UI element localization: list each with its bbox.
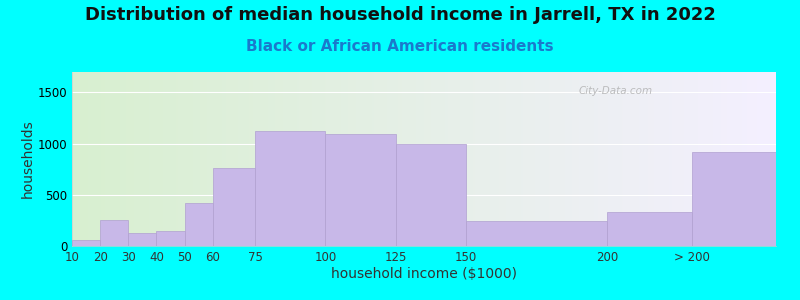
Bar <box>157 231 185 246</box>
Text: City-Data.com: City-Data.com <box>579 86 653 96</box>
Bar <box>72 240 100 246</box>
Bar <box>185 203 213 246</box>
Bar <box>213 168 255 246</box>
Bar <box>691 152 776 246</box>
Bar <box>607 212 691 246</box>
Text: Black or African American residents: Black or African American residents <box>246 39 554 54</box>
Y-axis label: households: households <box>21 120 34 198</box>
Bar <box>326 134 396 246</box>
Bar <box>466 221 607 246</box>
Bar <box>128 233 157 246</box>
Bar <box>255 131 326 246</box>
X-axis label: household income ($1000): household income ($1000) <box>331 267 517 280</box>
Bar <box>396 144 466 246</box>
Text: Distribution of median household income in Jarrell, TX in 2022: Distribution of median household income … <box>85 6 715 24</box>
Bar <box>100 220 128 246</box>
